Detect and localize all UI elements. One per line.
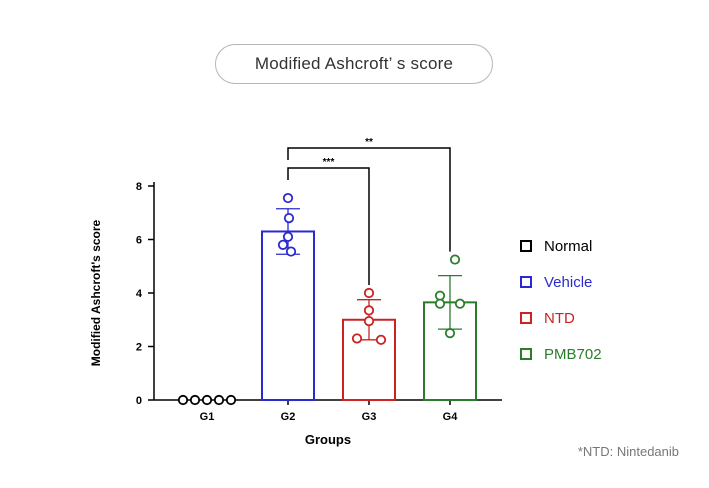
x-axis-label: Groups xyxy=(305,432,351,447)
legend-item-vehicle: Vehicle xyxy=(520,264,602,300)
legend-label-pmb702: PMB702 xyxy=(544,345,602,363)
legend-swatch-pmb702 xyxy=(520,348,532,360)
bar-g2 xyxy=(261,230,315,401)
data-point-g4 xyxy=(444,328,456,339)
legend-swatch-normal xyxy=(520,240,532,252)
data-point-g1 xyxy=(177,394,189,406)
data-point-g4 xyxy=(434,298,446,309)
legend-label-vehicle: Vehicle xyxy=(544,273,593,291)
legend-label-ntd: NTD xyxy=(544,309,575,327)
data-point-g2 xyxy=(283,213,295,224)
data-point-g3 xyxy=(363,287,375,299)
significance-bracket xyxy=(287,167,370,285)
footnote: *NTD: Nintedanib xyxy=(577,444,679,459)
significance-label: ** xyxy=(365,137,373,148)
x-tick-label: G3 xyxy=(362,411,377,423)
y-axis-label: Modified Ashcroft's score xyxy=(89,219,103,366)
legend-swatch-ntd xyxy=(520,312,532,324)
x-tick-label: G1 xyxy=(200,411,215,423)
y-tick-label: 6 xyxy=(136,235,142,247)
data-point-g1 xyxy=(189,394,201,406)
data-point-g3 xyxy=(363,305,375,316)
legend-label-normal: Normal xyxy=(544,237,593,255)
data-point-g3 xyxy=(351,333,363,344)
x-tick-label: G2 xyxy=(281,411,296,423)
data-point-g2 xyxy=(277,239,289,250)
x-tick-label: G4 xyxy=(443,411,459,423)
data-point-g1 xyxy=(201,394,213,406)
legend-item-normal: Normal xyxy=(520,228,602,264)
data-point-g2 xyxy=(285,246,297,257)
legend-swatch-vehicle xyxy=(520,276,532,288)
data-point-g1 xyxy=(213,394,225,406)
data-point-g4 xyxy=(454,298,466,309)
significance-label: *** xyxy=(323,157,335,168)
y-tick-label: 8 xyxy=(136,181,142,193)
data-point-g2 xyxy=(282,231,294,242)
data-point-g4 xyxy=(449,254,461,265)
significance-bracket xyxy=(287,147,451,252)
legend: Normal Vehicle NTD PMB702 xyxy=(520,228,602,372)
legend-item-ntd: NTD xyxy=(520,300,602,336)
legend-item-pmb702: PMB702 xyxy=(520,336,602,372)
y-tick-label: 4 xyxy=(136,288,143,300)
data-point-g2 xyxy=(282,192,294,204)
data-point-g3 xyxy=(375,334,387,345)
y-tick-label: 0 xyxy=(136,395,142,407)
data-point-g3 xyxy=(363,315,375,327)
data-point-g1 xyxy=(225,394,237,406)
chart-title: Modified Ashcroft’ s score xyxy=(215,44,493,84)
y-tick-label: 2 xyxy=(136,342,142,354)
